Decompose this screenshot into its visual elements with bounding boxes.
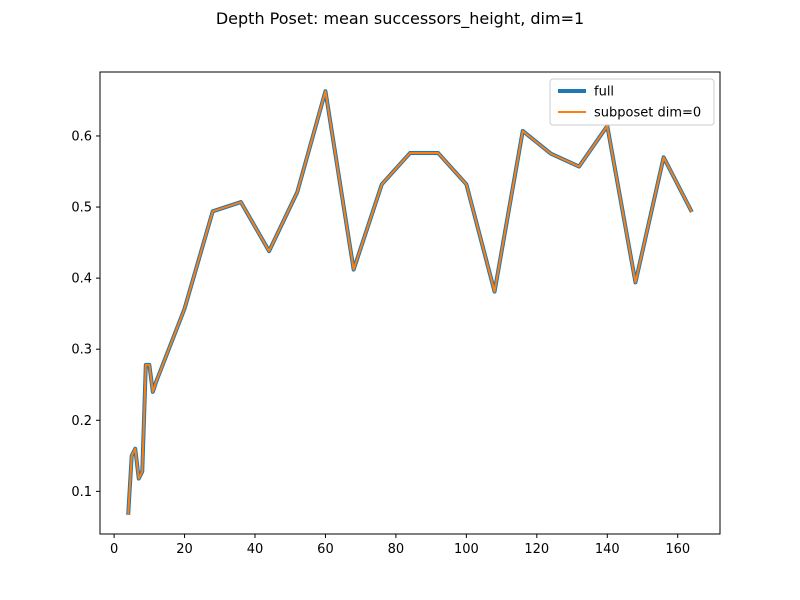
x-tick-label: 60 xyxy=(317,542,334,557)
x-tick-label: 80 xyxy=(388,542,405,557)
legend-box xyxy=(549,78,715,126)
x-tick-label: 100 xyxy=(454,542,479,557)
y-tick-label: 0.4 xyxy=(71,272,92,287)
y-tick-label: 0.5 xyxy=(71,201,92,216)
x-tick-label: 140 xyxy=(595,542,620,557)
y-tick-label: 0.2 xyxy=(71,414,92,429)
x-tick-label: 20 xyxy=(176,542,193,557)
y-tick-label: 0.6 xyxy=(71,129,92,144)
chart-title: Depth Poset: mean successors_height, dim… xyxy=(215,9,585,28)
series-line-full xyxy=(126,89,694,515)
x-tick-label: 120 xyxy=(524,542,549,557)
series-line-subposet-dim-0 xyxy=(127,90,693,515)
legend-label: full xyxy=(594,85,614,100)
y-tick-label: 0.1 xyxy=(71,485,92,500)
x-tick-label: 160 xyxy=(665,542,690,557)
legend-label: subposet dim=0 xyxy=(594,106,701,121)
axes-frame xyxy=(99,71,721,535)
x-tick-label: 0 xyxy=(110,542,118,557)
y-tick-label: 0.3 xyxy=(71,343,92,358)
x-tick-label: 40 xyxy=(247,542,264,557)
